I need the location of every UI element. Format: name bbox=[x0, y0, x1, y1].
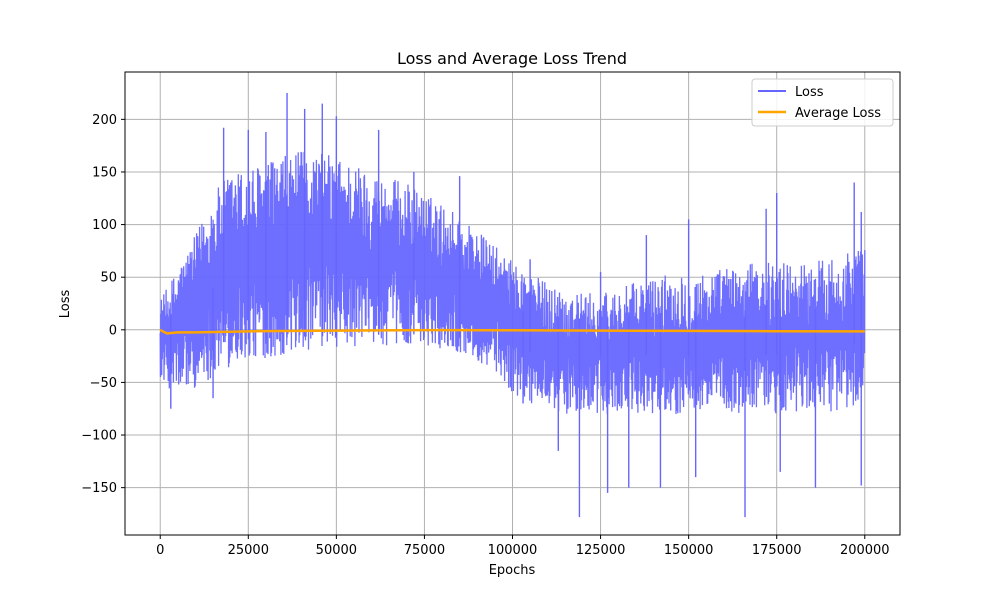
legend-box bbox=[751, 78, 894, 127]
chart-title: Loss and Average Loss Trend bbox=[397, 49, 627, 68]
y-tick-label: −100 bbox=[81, 429, 117, 444]
y-axis-label: Loss bbox=[58, 290, 73, 319]
y-tick-label: 100 bbox=[92, 218, 117, 233]
x-axis-label: Epochs bbox=[489, 563, 536, 578]
x-axis: 0 25000 50000 75000 100000 125000 150000 175000… bbox=[156, 535, 890, 558]
x-tick-label: 100000 bbox=[488, 543, 538, 558]
legend-label-average-loss: Average Loss bbox=[795, 106, 881, 121]
x-tick-label: 25000 bbox=[228, 543, 269, 558]
x-tick-label: 75000 bbox=[404, 543, 445, 558]
y-tick-label: 0 bbox=[109, 323, 117, 338]
y-tick-label: 200 bbox=[92, 113, 117, 128]
y-axis: −150 −100 −50 0 50 100 150 200 bbox=[81, 113, 125, 496]
y-tick-label: 150 bbox=[92, 165, 117, 180]
x-tick-label: 125000 bbox=[576, 543, 626, 558]
x-tick-label: 150000 bbox=[664, 543, 714, 558]
x-tick-label: 50000 bbox=[316, 543, 357, 558]
plot-area bbox=[159, 93, 866, 518]
series-average-loss-line bbox=[159, 328, 865, 335]
y-tick-label: −150 bbox=[81, 481, 117, 496]
x-tick-label: 175000 bbox=[752, 543, 802, 558]
series-loss-line bbox=[159, 151, 866, 415]
y-tick-label: 50 bbox=[100, 271, 117, 286]
legend: Loss Average Loss bbox=[751, 78, 894, 127]
y-tick-label: −50 bbox=[90, 376, 117, 391]
legend-label-loss: Loss bbox=[795, 85, 824, 100]
x-tick-label: 200000 bbox=[840, 543, 890, 558]
x-tick-label: 0 bbox=[156, 543, 164, 558]
